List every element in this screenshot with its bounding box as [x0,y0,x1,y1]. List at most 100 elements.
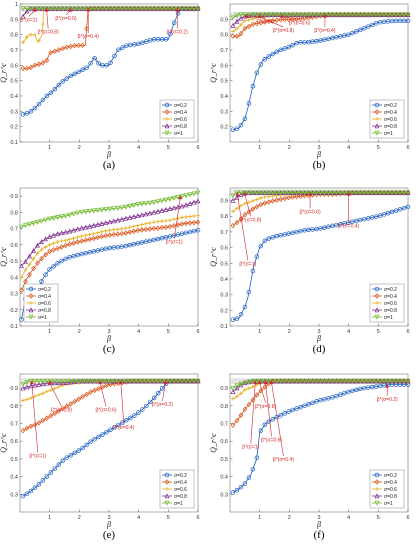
subplot-b: 1 2 3 4 5 6 0.2 0.3 0.4 0.5 0.6 0.7 0.8 0.9 β Q_r^c β*(σ… [209,3,411,171]
annotation-label: β*(σ=0.4) [314,28,335,34]
data-point [143,226,149,233]
data-point [262,200,268,206]
data-point [63,213,69,219]
data-point [83,224,89,230]
data-point [119,230,125,237]
annotation-arrowhead [244,13,249,18]
data-point [274,49,279,55]
data-point [164,218,168,223]
data-point [27,262,32,267]
data-point [238,30,244,37]
data-point [397,207,403,212]
data-point [381,12,387,18]
data-point [96,434,101,440]
data-point [56,6,62,12]
data-point [377,378,383,384]
data-point [84,25,89,32]
annotation-label: β*(σ=0.6) [261,437,282,443]
data-point [266,18,272,25]
data-point [298,15,303,22]
data-point [188,214,192,219]
annotation-arrowhead [98,380,102,385]
data-point [143,201,149,207]
legend: σ=0.2σ=0.4σ=0.6σ=0.8σ=1 [369,283,405,323]
data-point [397,190,403,196]
data-point [302,193,307,199]
data-point [389,378,395,384]
data-point [91,249,96,254]
data-point [139,378,145,384]
annotation-label: β*(σ=0.2) [167,30,188,36]
series-0.2 [230,204,411,322]
data-point [32,105,38,111]
data-point [254,455,260,460]
data-point [104,63,109,68]
y-tick-label: 0.7 [220,422,228,428]
data-point [76,396,82,402]
x-tick-label: 6 [406,515,409,521]
data-point [183,202,189,208]
data-point [282,190,288,196]
data-point [262,422,268,427]
data-point [139,240,145,245]
x-tick-label: 3 [107,145,110,151]
data-point [230,127,236,132]
series-1 [20,6,201,12]
data-point [195,6,201,12]
data-point [24,379,30,385]
data-point [262,195,267,200]
subplot-a: 1 2 3 4 5 6 0.1 0.2 0.3 0.4 0.5 0.6 0.7 0.8 0.9 1 β Q_r^c… [0,2,201,171]
data-point [23,223,28,229]
data-point [111,218,117,224]
annotation-label: β*(σ=0.4) [113,425,134,431]
y-tick-label: 0.6 [10,439,18,445]
legend-label: σ=0.2 [38,287,51,293]
data-point [401,190,407,196]
data-point [238,382,244,388]
data-point [68,73,73,79]
legend-label: σ=0.8 [384,124,397,130]
data-point [298,190,304,196]
subplot-c: 1 2 3 4 5 6 0.1 0.2 0.3 0.4 0.5 0.6 0.7 0.8 0.9 β Q_r^c β… [0,187,201,355]
data-point [238,15,244,21]
data-point [338,392,343,397]
data-point [107,219,113,225]
data-point [401,205,407,211]
data-point [238,122,244,128]
data-point [72,398,78,405]
data-point [36,420,42,426]
data-point [238,412,244,418]
subplot-e: 1 2 3 4 5 6 0.3 0.4 0.5 0.6 0.7 0.8 0.9 β Q_r^c β*(σ=1)… [0,373,201,541]
data-point [373,378,379,384]
data-point [258,62,264,67]
data-point [314,399,319,404]
data-point [171,195,177,201]
data-point [23,278,28,285]
annotation-arrowhead [323,13,327,18]
data-point [128,415,133,421]
data-point [135,213,141,219]
data-point [321,378,327,384]
legend-label: σ=0.4 [38,294,51,300]
data-point [56,408,62,414]
data-point [52,386,57,391]
data-point [127,242,133,248]
legend-marker [164,472,170,478]
y-tick-label: 0.6 [220,63,228,69]
data-point [250,466,256,472]
data-point [290,194,295,200]
data-point [43,245,48,249]
data-point [135,227,141,234]
y-tick-label: 0.5 [220,79,228,85]
data-point [282,46,287,51]
data-point [103,220,109,226]
annotation-arrow [31,383,39,453]
data-point [155,219,160,224]
data-point [369,190,375,196]
annotation-arrowhead [346,191,351,196]
data-point [79,251,84,257]
data-point [333,12,339,18]
data-point [91,235,97,242]
data-point [115,378,121,384]
data-point [294,378,300,384]
